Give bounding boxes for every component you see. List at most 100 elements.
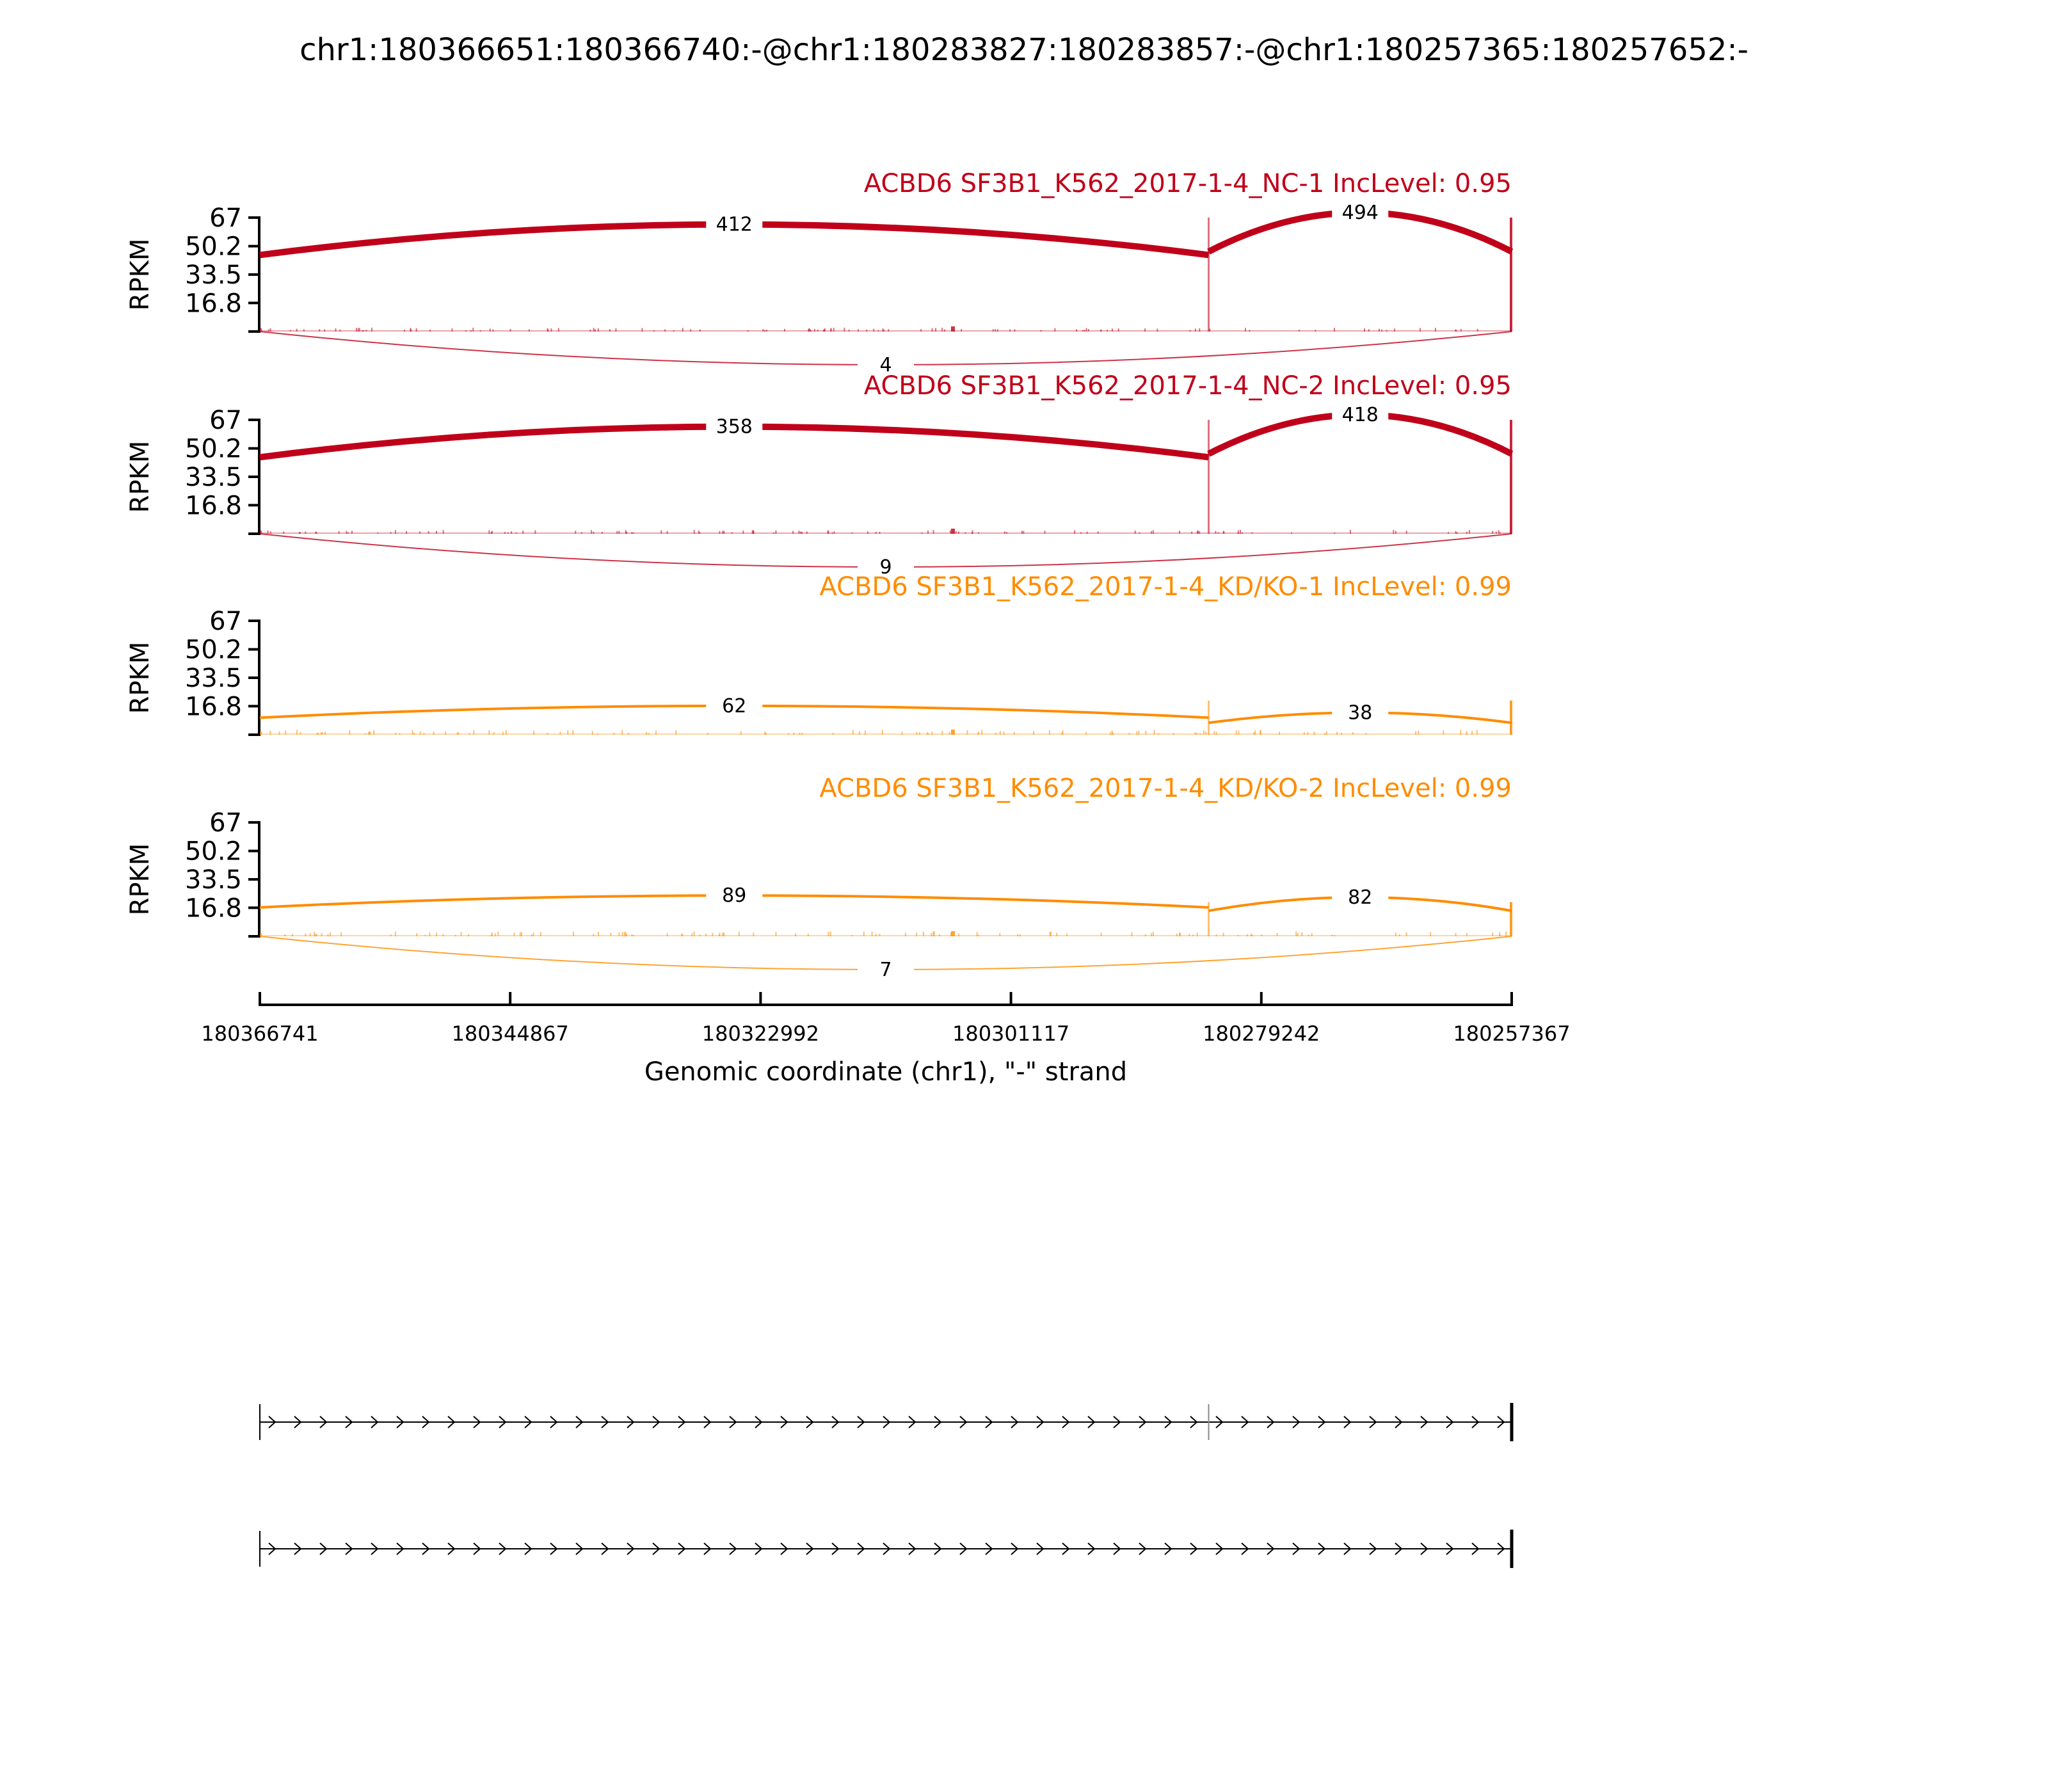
strand-arrow — [1164, 1416, 1172, 1428]
strand-arrow — [985, 1542, 993, 1555]
junction-label-bg — [1332, 202, 1389, 223]
strand-arrow — [1292, 1542, 1300, 1555]
y-tick-label: 50.2 — [185, 837, 242, 867]
y-tick-label: 50.2 — [185, 636, 242, 665]
panel-2: ACBD6 SF3B1_K562_2017-1-4_NC-2 IncLevel:… — [125, 371, 1514, 579]
junction-label-bg — [706, 416, 763, 437]
junction-read-count: 7 — [879, 959, 892, 981]
strand-arrow — [908, 1542, 916, 1555]
junction-label-bg — [706, 695, 763, 716]
strand-arrow — [473, 1542, 481, 1555]
y-axis-label: RPKM — [125, 441, 155, 513]
strand-arrow — [831, 1416, 840, 1428]
strand-arrow — [345, 1416, 353, 1428]
strand-arrow — [550, 1542, 558, 1555]
strand-arrow — [268, 1416, 276, 1428]
strand-arrow — [1343, 1542, 1352, 1555]
strand-arrow — [447, 1416, 456, 1428]
junction-read-count: 494 — [1342, 202, 1379, 224]
strand-arrow — [1369, 1416, 1377, 1428]
junction-read-count: 412 — [716, 214, 753, 236]
strand-arrow — [499, 1416, 507, 1428]
coverage-bar — [951, 730, 955, 735]
junction-label-bg — [1332, 886, 1389, 908]
strand-arrow — [652, 1416, 660, 1428]
isoform-track — [259, 1403, 1514, 1441]
junction-read-count: 82 — [1348, 886, 1372, 909]
exon-coverage — [1208, 420, 1210, 534]
panel-title: ACBD6 SF3B1_K562_2017-1-4_KD/KO-2 IncLev… — [819, 774, 1512, 803]
strand-arrow — [1164, 1542, 1172, 1555]
strand-arrow — [1267, 1542, 1275, 1555]
exon-coverage — [260, 328, 262, 332]
strand-arrow — [1139, 1542, 1147, 1555]
strand-arrow — [1087, 1416, 1096, 1428]
strand-arrow — [524, 1416, 532, 1428]
junction-read-count: 38 — [1348, 701, 1372, 724]
coverage-bar — [951, 931, 955, 936]
isoform-tracks — [259, 1403, 1514, 1568]
strand-arrow — [857, 1542, 865, 1555]
strand-arrow — [1395, 1542, 1403, 1555]
strand-arrow — [780, 1416, 788, 1428]
junction-read-count: 418 — [1342, 404, 1379, 426]
y-tick-label: 33.5 — [185, 664, 242, 693]
strand-arrow — [1395, 1416, 1403, 1428]
x-tick-label: 180344867 — [452, 1021, 569, 1046]
strand-arrow — [703, 1542, 712, 1555]
strand-arrow — [1471, 1416, 1480, 1428]
y-axis-label: RPKM — [125, 844, 155, 916]
strand-arrow — [1471, 1542, 1480, 1555]
exon-coverage — [1510, 420, 1512, 534]
strand-arrow — [1113, 1542, 1121, 1555]
strand-arrow — [1087, 1542, 1096, 1555]
x-axis: 180366741 180344867 180322992 180301117 1802… — [201, 992, 1571, 1046]
strand-arrow — [524, 1542, 532, 1555]
x-axis-label: Genomic coordinate (chr1), "-" strand — [644, 1057, 1127, 1087]
strand-arrow — [985, 1416, 993, 1428]
strand-arrow — [371, 1416, 379, 1428]
coverage-bar — [951, 326, 955, 332]
junction-label-bg — [858, 959, 914, 980]
strand-arrow — [908, 1416, 916, 1428]
strand-arrow — [1369, 1542, 1377, 1555]
strand-arrow — [447, 1542, 456, 1555]
strand-arrow — [319, 1542, 328, 1555]
strand-arrow — [703, 1416, 712, 1428]
strand-arrow — [1446, 1416, 1454, 1428]
y-tick-label: 33.5 — [185, 260, 242, 290]
exon-coverage — [260, 732, 262, 735]
strand-arrow — [883, 1542, 891, 1555]
y-tick-label: 67 — [209, 808, 242, 838]
strand-arrow — [601, 1542, 609, 1555]
y-tick-label: 50.2 — [185, 232, 242, 262]
strand-arrow — [806, 1542, 814, 1555]
strand-arrow — [396, 1416, 404, 1428]
sashimi-panels: ACBD6 SF3B1_K562_2017-1-4_NC-1 IncLevel:… — [125, 169, 1514, 981]
x-tick-label: 180279242 — [1203, 1021, 1320, 1046]
strand-arrow — [831, 1542, 840, 1555]
strand-arrow — [1190, 1542, 1198, 1555]
strand-arrow — [422, 1416, 430, 1428]
strand-arrow — [678, 1416, 686, 1428]
strand-arrow — [627, 1416, 635, 1428]
exon-coverage — [1208, 902, 1210, 936]
strand-arrow — [627, 1542, 635, 1555]
exon-coverage — [1510, 218, 1512, 332]
y-axis-label: RPKM — [125, 239, 155, 311]
strand-arrow — [1292, 1416, 1300, 1428]
strand-arrow — [1036, 1416, 1044, 1428]
y-tick-label: 67 — [209, 204, 242, 233]
strand-arrow — [1139, 1416, 1147, 1428]
strand-arrow — [1215, 1542, 1224, 1555]
strand-arrow — [1343, 1416, 1352, 1428]
strand-arrow — [396, 1542, 404, 1555]
strand-arrow — [1420, 1542, 1428, 1555]
strand-arrow — [1446, 1542, 1454, 1555]
strand-arrow — [1318, 1416, 1326, 1428]
y-tick-label: 50.2 — [185, 435, 242, 464]
strand-arrow — [294, 1416, 302, 1428]
strand-arrow — [1036, 1542, 1044, 1555]
strand-arrow — [1497, 1542, 1505, 1555]
